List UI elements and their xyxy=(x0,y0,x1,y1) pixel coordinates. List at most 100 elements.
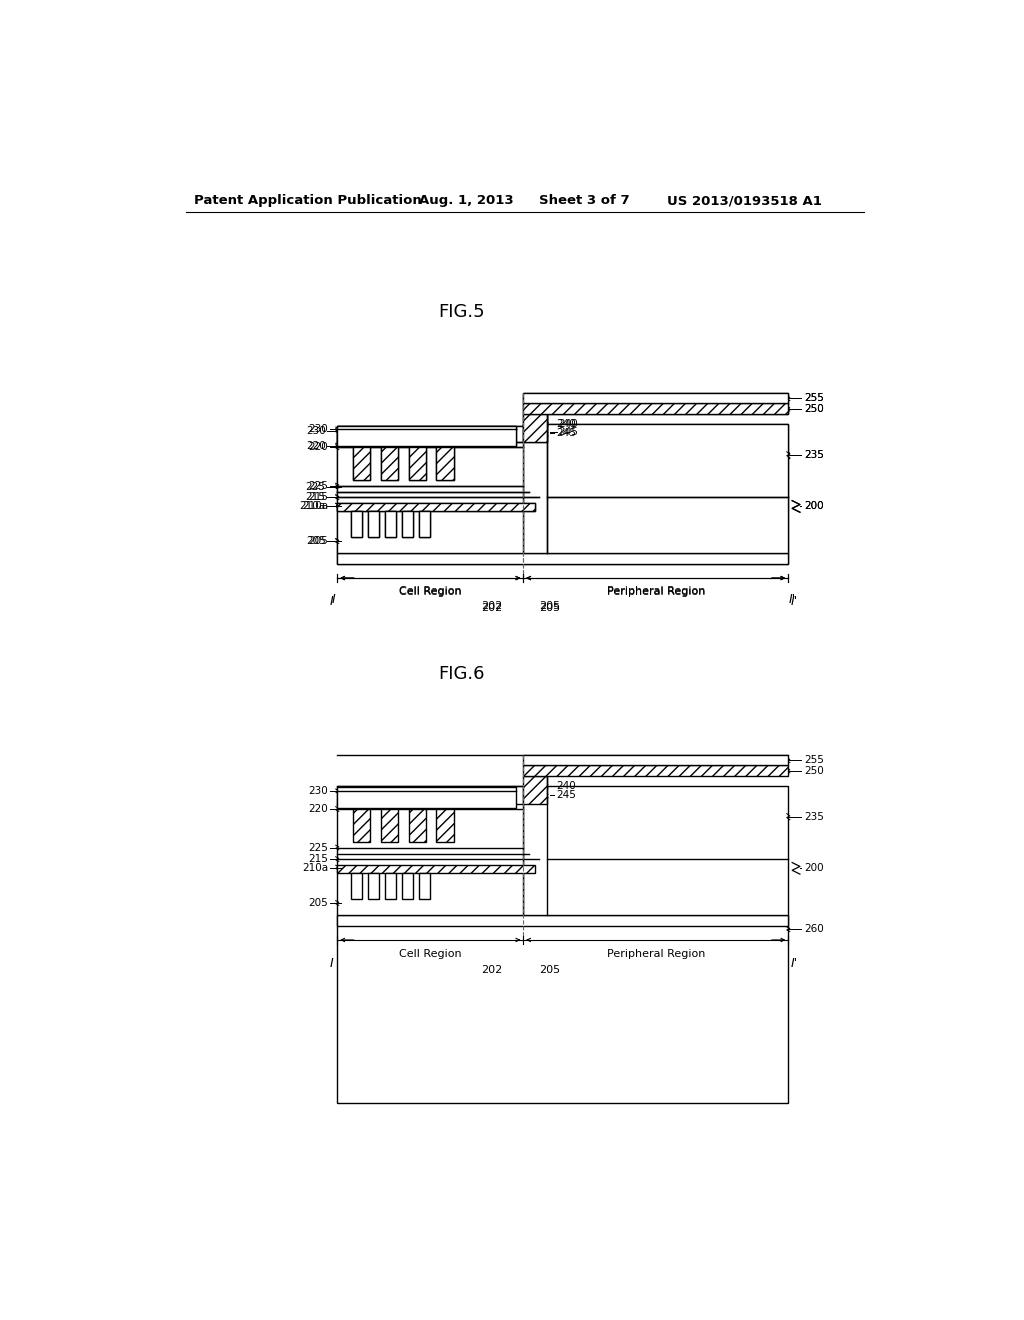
Text: 230: 230 xyxy=(308,787,328,796)
Text: 200: 200 xyxy=(804,863,823,874)
Text: I: I xyxy=(332,594,335,606)
Text: I': I' xyxy=(791,595,798,609)
Text: 215: 215 xyxy=(308,854,328,865)
Bar xyxy=(436,447,454,480)
Text: Cell Region: Cell Region xyxy=(399,949,462,960)
Bar xyxy=(352,809,370,842)
Text: 250: 250 xyxy=(804,404,823,413)
Bar xyxy=(337,915,788,927)
Text: I': I' xyxy=(791,957,798,970)
Text: 205: 205 xyxy=(539,965,560,974)
Text: US 2013/0193518 A1: US 2013/0193518 A1 xyxy=(667,194,821,207)
Text: 205: 205 xyxy=(308,536,328,546)
Bar xyxy=(523,424,788,553)
Bar xyxy=(352,447,370,480)
Bar xyxy=(420,873,430,899)
Text: 215: 215 xyxy=(306,492,326,502)
Bar xyxy=(337,553,788,564)
Text: 245: 245 xyxy=(556,791,575,800)
Text: 235: 235 xyxy=(804,812,823,822)
Text: 235: 235 xyxy=(804,450,823,459)
Text: I: I xyxy=(329,595,333,609)
Text: 245: 245 xyxy=(556,429,575,438)
Text: 255: 255 xyxy=(804,393,823,403)
Text: 205: 205 xyxy=(306,536,326,546)
Text: 225: 225 xyxy=(308,480,328,491)
Bar xyxy=(523,404,788,414)
Bar xyxy=(402,511,414,537)
Bar xyxy=(385,511,396,537)
Text: 202: 202 xyxy=(481,603,503,612)
Text: 205: 205 xyxy=(539,603,560,612)
Text: I: I xyxy=(329,957,333,970)
Text: Patent Application Publication: Patent Application Publication xyxy=(194,194,422,207)
Text: 220: 220 xyxy=(306,441,326,450)
Bar xyxy=(337,425,523,553)
Bar xyxy=(420,511,430,537)
Text: 225: 225 xyxy=(306,482,326,492)
Text: 202: 202 xyxy=(481,601,503,611)
Text: 250: 250 xyxy=(804,404,823,413)
Bar xyxy=(352,447,370,480)
Text: 230: 230 xyxy=(308,425,328,434)
Bar xyxy=(381,447,397,480)
Bar xyxy=(523,424,788,553)
Text: 255: 255 xyxy=(804,755,823,766)
Bar xyxy=(337,425,515,446)
Bar xyxy=(337,503,535,511)
Bar xyxy=(351,511,362,537)
Bar xyxy=(337,425,515,446)
Bar xyxy=(385,873,396,899)
Text: 245: 245 xyxy=(558,428,578,437)
Bar xyxy=(337,425,523,553)
Text: Aug. 1, 2013: Aug. 1, 2013 xyxy=(419,194,513,207)
Bar xyxy=(409,447,426,480)
Text: 235: 235 xyxy=(804,450,823,459)
Bar xyxy=(385,511,396,537)
Text: Peripheral Region: Peripheral Region xyxy=(606,949,705,960)
Text: 250: 250 xyxy=(804,766,823,776)
Bar xyxy=(369,511,379,537)
Text: FIG.6: FIG.6 xyxy=(438,665,484,684)
Text: 202: 202 xyxy=(481,965,503,974)
Text: Peripheral Region: Peripheral Region xyxy=(606,587,705,597)
Bar xyxy=(381,447,397,480)
Text: 210a: 210a xyxy=(302,500,328,511)
Text: 240: 240 xyxy=(558,418,578,429)
Bar xyxy=(351,873,362,899)
Text: 240: 240 xyxy=(556,418,575,429)
Text: 200: 200 xyxy=(804,502,823,511)
Bar xyxy=(436,447,454,480)
Bar xyxy=(337,915,788,1104)
Text: 200: 200 xyxy=(804,502,823,511)
Bar xyxy=(337,553,788,564)
Bar xyxy=(523,755,788,766)
Bar xyxy=(523,766,788,776)
Bar xyxy=(523,776,547,804)
Bar xyxy=(369,511,379,537)
Text: I': I' xyxy=(788,594,796,606)
Bar xyxy=(436,809,454,842)
Text: 225: 225 xyxy=(308,842,328,853)
Bar xyxy=(523,414,547,442)
Text: 255: 255 xyxy=(804,393,823,403)
Bar xyxy=(402,873,414,899)
Text: FIG.5: FIG.5 xyxy=(438,304,484,321)
Bar xyxy=(381,809,397,842)
Bar xyxy=(337,503,535,511)
Text: 220: 220 xyxy=(308,442,328,453)
Text: 230: 230 xyxy=(306,426,326,436)
Text: 205: 205 xyxy=(539,601,560,611)
Bar xyxy=(369,873,379,899)
Text: Peripheral Region: Peripheral Region xyxy=(606,586,705,595)
Bar xyxy=(523,393,788,404)
Text: 215: 215 xyxy=(308,492,328,502)
Text: Cell Region: Cell Region xyxy=(399,587,462,597)
Text: Cell Region: Cell Region xyxy=(399,586,462,595)
Text: 240: 240 xyxy=(556,780,575,791)
Bar xyxy=(409,447,426,480)
Text: 260: 260 xyxy=(804,924,823,935)
Bar xyxy=(523,785,788,915)
Text: 210a: 210a xyxy=(299,500,326,511)
Bar xyxy=(409,809,426,842)
